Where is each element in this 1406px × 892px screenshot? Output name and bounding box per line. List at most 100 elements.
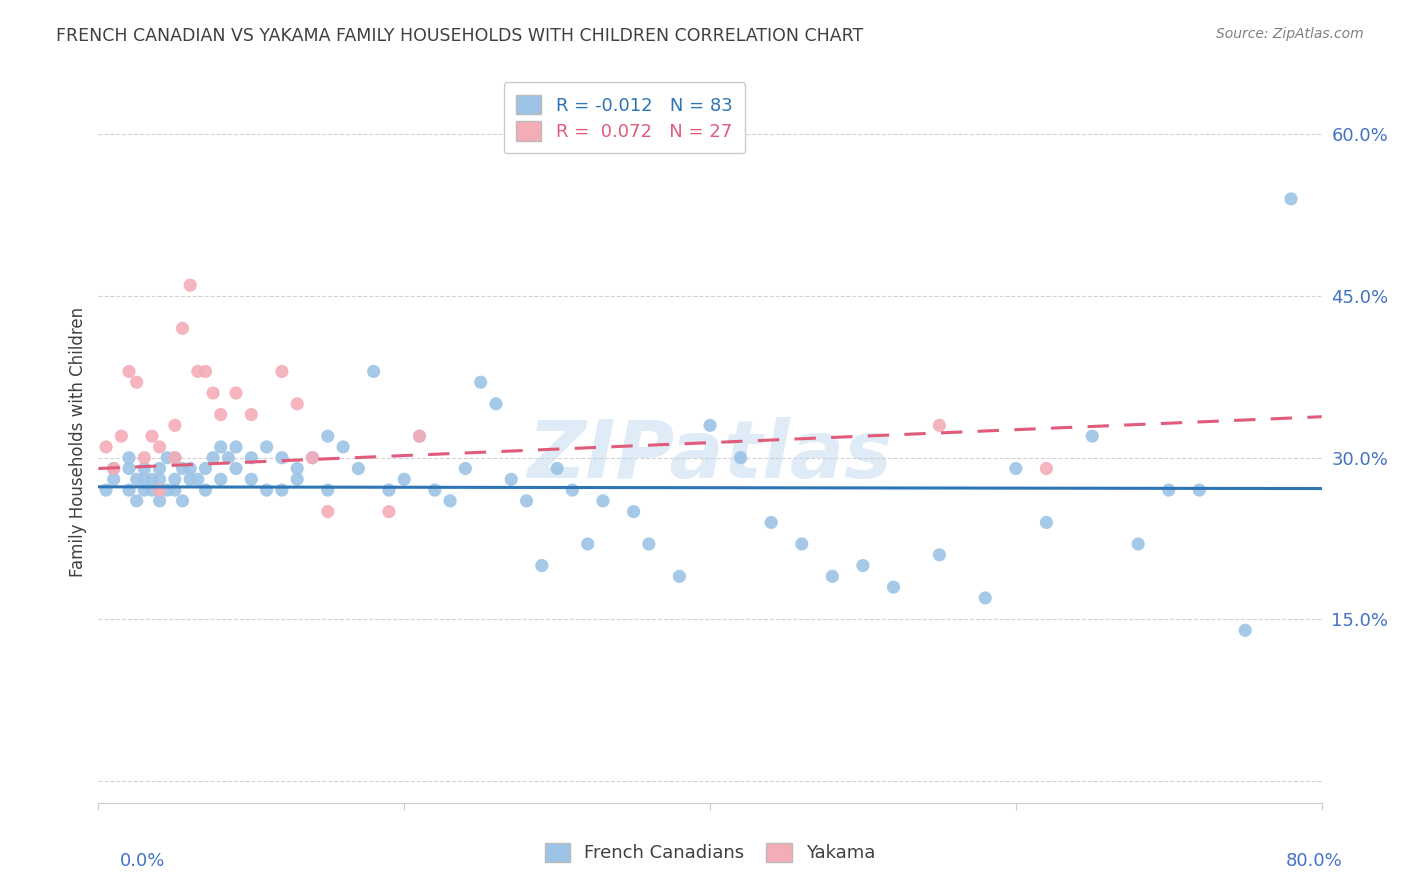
Point bbox=[225, 386, 247, 401]
Point bbox=[103, 461, 125, 475]
Point bbox=[392, 472, 416, 486]
Point bbox=[1157, 483, 1180, 497]
Point bbox=[217, 450, 239, 465]
Point bbox=[623, 505, 645, 519]
Point bbox=[270, 483, 292, 497]
Point bbox=[1035, 516, 1057, 530]
Point bbox=[141, 483, 163, 497]
Point bbox=[194, 364, 217, 378]
Point bbox=[974, 591, 997, 605]
Point bbox=[125, 376, 148, 390]
Point bbox=[187, 472, 209, 486]
Point bbox=[209, 440, 232, 454]
Point bbox=[530, 558, 553, 573]
Point bbox=[332, 440, 354, 454]
Point bbox=[172, 461, 194, 475]
Point bbox=[301, 450, 323, 465]
Point bbox=[149, 483, 172, 497]
Point bbox=[172, 493, 194, 508]
Point bbox=[194, 461, 217, 475]
Point bbox=[883, 580, 905, 594]
Point bbox=[125, 472, 148, 486]
Point bbox=[134, 461, 156, 475]
Point bbox=[454, 461, 477, 475]
Point bbox=[194, 483, 217, 497]
Point bbox=[225, 461, 247, 475]
Text: 0.0%: 0.0% bbox=[120, 852, 165, 870]
Point bbox=[149, 472, 172, 486]
Point bbox=[179, 461, 201, 475]
Point bbox=[285, 397, 308, 411]
Point bbox=[134, 483, 156, 497]
Point bbox=[928, 418, 950, 433]
Point bbox=[928, 548, 950, 562]
Point bbox=[156, 483, 179, 497]
Point bbox=[501, 472, 523, 486]
Point bbox=[270, 364, 292, 378]
Point bbox=[156, 450, 179, 465]
Point bbox=[485, 397, 508, 411]
Point bbox=[790, 537, 813, 551]
Point bbox=[1128, 537, 1150, 551]
Point bbox=[378, 483, 401, 497]
Point bbox=[179, 472, 201, 486]
Point bbox=[240, 408, 263, 422]
Point bbox=[163, 450, 186, 465]
Point bbox=[821, 569, 844, 583]
Text: Source: ZipAtlas.com: Source: ZipAtlas.com bbox=[1216, 27, 1364, 41]
Point bbox=[94, 483, 117, 497]
Point bbox=[439, 493, 461, 508]
Point bbox=[546, 461, 568, 475]
Point bbox=[256, 483, 278, 497]
Point bbox=[179, 278, 201, 293]
Point bbox=[202, 386, 225, 401]
Point bbox=[1004, 461, 1026, 475]
Point bbox=[363, 364, 385, 378]
Legend: French Canadians, Yakama: French Canadians, Yakama bbox=[534, 831, 886, 873]
Point bbox=[270, 450, 292, 465]
Point bbox=[285, 472, 308, 486]
Point bbox=[149, 440, 172, 454]
Point bbox=[1234, 624, 1257, 638]
Point bbox=[852, 558, 875, 573]
Point bbox=[141, 429, 163, 443]
Point bbox=[103, 461, 125, 475]
Point bbox=[202, 450, 225, 465]
Point bbox=[163, 472, 186, 486]
Point bbox=[209, 472, 232, 486]
Point bbox=[103, 472, 125, 486]
Point bbox=[163, 450, 186, 465]
Point bbox=[470, 376, 492, 390]
Y-axis label: Family Households with Children: Family Households with Children bbox=[69, 307, 87, 576]
Point bbox=[172, 321, 194, 335]
Point bbox=[347, 461, 370, 475]
Point bbox=[225, 440, 247, 454]
Point bbox=[316, 483, 339, 497]
Point bbox=[516, 493, 538, 508]
Point bbox=[423, 483, 446, 497]
Point bbox=[256, 440, 278, 454]
Point bbox=[118, 364, 141, 378]
Point bbox=[561, 483, 583, 497]
Point bbox=[1279, 192, 1302, 206]
Point bbox=[759, 516, 782, 530]
Point bbox=[301, 450, 323, 465]
Point bbox=[118, 483, 141, 497]
Point bbox=[240, 450, 263, 465]
Point bbox=[285, 461, 308, 475]
Point bbox=[1188, 483, 1211, 497]
Point bbox=[316, 505, 339, 519]
Point bbox=[240, 472, 263, 486]
Text: 80.0%: 80.0% bbox=[1286, 852, 1343, 870]
Point bbox=[134, 450, 156, 465]
Point bbox=[187, 364, 209, 378]
Point bbox=[141, 472, 163, 486]
Point bbox=[149, 461, 172, 475]
Point bbox=[576, 537, 599, 551]
Point bbox=[699, 418, 721, 433]
Point bbox=[134, 472, 156, 486]
Point bbox=[637, 537, 661, 551]
Point bbox=[125, 493, 148, 508]
Point bbox=[209, 408, 232, 422]
Point bbox=[1035, 461, 1057, 475]
